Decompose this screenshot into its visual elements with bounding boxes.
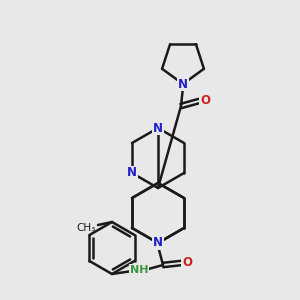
Text: CH₃: CH₃ (77, 223, 96, 233)
Text: NH: NH (130, 265, 148, 275)
Text: O: O (200, 94, 210, 107)
Text: N: N (153, 122, 163, 134)
Text: N: N (178, 77, 188, 91)
Text: N: N (153, 236, 163, 250)
Text: N: N (127, 167, 137, 179)
Text: O: O (182, 256, 192, 269)
